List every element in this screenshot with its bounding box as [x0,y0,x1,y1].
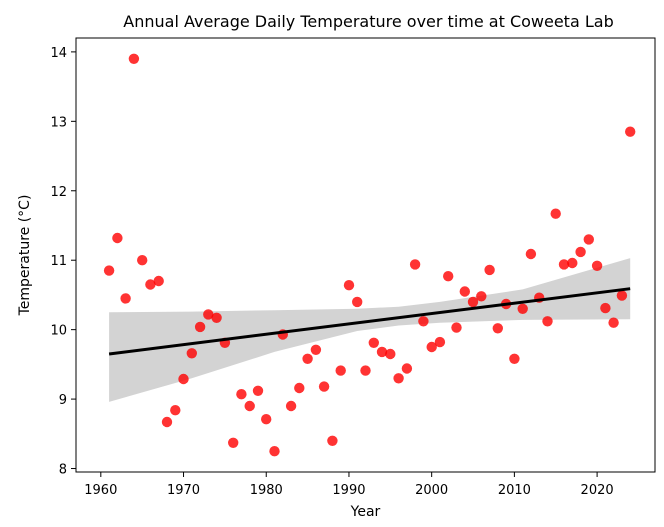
data-point [376,346,388,358]
x-tick-label: 2020 [581,483,614,498]
data-point [137,255,148,266]
x-axis-label: Year [350,504,381,520]
data-point [368,337,379,348]
data-point [625,126,636,137]
data-point [145,279,156,290]
data-point [203,309,214,320]
x-tick-label: 2000 [415,483,448,498]
data-point [178,373,189,385]
data-point [418,316,429,327]
plot-area-frame [75,37,656,473]
data-point [343,280,355,291]
data-point [170,405,181,416]
y-tick-label: 11 [50,254,67,269]
data-point [434,336,446,348]
data-point [575,246,586,258]
y-axis-label: Temperature (°C) [17,195,33,317]
data-point [492,323,503,334]
data-point [525,248,537,260]
data-point [393,373,404,384]
data-point [161,416,173,428]
trend-line [108,287,631,356]
y-tick-label: 8 [59,463,67,478]
data-point [194,321,206,333]
confidence-band-layer [109,258,631,402]
data-point [558,259,570,270]
x-tick-label: 1990 [332,483,365,498]
data-point [153,275,164,287]
y-tick-label: 12 [50,185,67,200]
data-point [352,296,363,308]
data-point [600,302,611,314]
data-point [112,232,123,244]
data-point [302,353,313,364]
data-point [517,303,528,314]
data-point [385,348,396,360]
data-point [467,296,479,308]
data-point [294,382,305,394]
data-point [484,264,495,276]
data-point [567,257,578,269]
data-point [591,260,603,271]
data-point [327,435,338,446]
confidence-band [109,258,631,402]
data-point [509,353,520,364]
data-point [616,290,628,301]
x-tick-label: 1980 [250,483,283,498]
data-point [236,389,247,400]
data-point [401,363,413,374]
y-tick-label: 14 [50,46,67,61]
data-point [261,414,272,425]
y-tick-label: 10 [50,324,67,339]
x-tick-label: 1970 [167,483,200,498]
data-point [443,271,454,282]
data-point [608,317,619,328]
data-point [269,446,280,457]
x-tick-label: 1960 [84,483,117,498]
data-point [318,381,330,392]
data-point [211,312,222,323]
data-point [103,265,115,276]
data-point [476,291,487,302]
x-tick-label: 2010 [498,483,531,498]
data-points-layer [103,53,636,457]
trend-line-layer [108,287,631,356]
y-tick-label: 13 [50,115,67,130]
y-tick-label: 9 [59,393,67,408]
data-point [409,259,421,270]
data-point [426,341,437,353]
data-point [186,348,197,359]
data-point [252,385,264,396]
data-point [228,437,239,448]
data-point [120,293,131,304]
data-point [128,53,140,64]
data-point [550,208,561,219]
data-point [542,316,553,327]
x-axis: 1960 1970 1980 1990 2000 2010 2020 [84,472,614,498]
data-point [451,322,462,333]
data-point [360,365,371,376]
chart-title: Annual Average Daily Temperature over ti… [123,12,613,31]
data-point [459,286,470,297]
data-point [285,400,297,412]
y-axis: 8 9 10 11 12 13 14 [50,46,76,478]
data-point [583,234,594,245]
data-point [335,365,346,376]
data-point [244,400,255,412]
data-point [310,344,322,355]
